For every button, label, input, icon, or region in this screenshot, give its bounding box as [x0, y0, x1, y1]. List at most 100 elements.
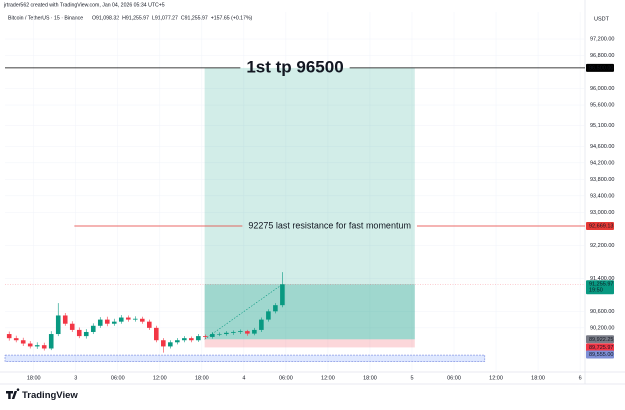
candle-body — [13, 338, 19, 341]
candle-body — [48, 334, 54, 349]
x-tick-label: 12:00 — [321, 375, 335, 381]
candle-body — [154, 327, 159, 341]
y-tick-label: 91,400.00 — [590, 276, 614, 282]
y-tick-label: 96,800.00 — [590, 53, 614, 59]
ohlc-value: O91,098.32 — [92, 15, 119, 21]
symbol: Bitcoin / TetherUS · 15 · Binance — [8, 15, 83, 21]
y-tick-label: 90,600.00 — [590, 309, 614, 315]
candle-body — [189, 338, 194, 341]
candle-body — [273, 305, 278, 312]
trade-path — [204, 284, 283, 340]
x-tick-label: 4 — [242, 375, 245, 381]
candle-body — [168, 342, 173, 347]
candle-body — [27, 343, 33, 347]
x-tick-label: 12:00 — [489, 375, 503, 381]
candle-body — [20, 340, 26, 344]
currency: USDT — [594, 16, 610, 22]
y-tick-label: 93,400.00 — [590, 193, 614, 199]
candle-body — [41, 345, 47, 349]
x-tick-label: 6 — [579, 375, 582, 381]
candle-body — [182, 338, 187, 341]
x-tick-label: 3 — [74, 375, 77, 381]
candle-body — [62, 315, 68, 324]
level-text: 1st tp 96500 — [246, 57, 343, 76]
y-tick-label: 93,000.00 — [590, 210, 614, 216]
stop-zone — [204, 339, 415, 348]
candle-body — [132, 318, 138, 320]
y-tick-label: 90,200.00 — [590, 325, 614, 331]
candle-body — [210, 334, 215, 337]
price-tag-label: 96,500.00 — [589, 65, 613, 71]
ohlc-value: L91,077.27 — [152, 15, 178, 21]
price-tag — [586, 280, 614, 295]
candle-body — [69, 323, 75, 330]
candle-body — [238, 331, 243, 332]
ohlc-value: +157.65 (+0.17%) — [211, 15, 253, 21]
price-tag — [586, 335, 614, 344]
y-tick-label: 92,200.00 — [590, 243, 614, 249]
x-tick-label: 18:00 — [27, 375, 41, 381]
level-text: 92275 last resistance for fast momentum — [248, 220, 411, 230]
candle-body — [280, 284, 285, 306]
price-tag-label: 89,922.25 — [589, 337, 613, 343]
x-tick-label: 06:00 — [111, 375, 125, 381]
y-tick-label: 97,200.00 — [590, 36, 614, 42]
x-tick-label: 12:00 — [153, 375, 167, 381]
price-tag-label: 92,669.13 — [589, 223, 613, 229]
price-tag — [586, 221, 614, 230]
brand: TradingView — [22, 390, 78, 401]
ohlc-value: H91,255.97 — [122, 15, 149, 21]
logo — [6, 388, 20, 399]
candle-body — [161, 340, 166, 347]
candle-body — [55, 315, 61, 335]
candle-body — [104, 319, 110, 324]
price-tag-label: 89,725.97 — [589, 345, 613, 351]
candle-body — [175, 340, 180, 343]
candle-body — [224, 332, 229, 335]
candle-body — [83, 331, 89, 337]
candle-body — [6, 334, 12, 339]
candle-body — [245, 331, 250, 334]
attribution: jrtrader562 created with TradingView.com… — [3, 2, 165, 8]
price-tag-label: 89,555.00 — [589, 352, 613, 358]
candle-body — [217, 334, 222, 335]
candle-body — [139, 318, 145, 322]
y-tick-label: 94,600.00 — [590, 144, 614, 150]
x-tick-label: 18:00 — [531, 375, 545, 381]
candle-body — [266, 311, 271, 320]
candle-body — [97, 319, 103, 326]
candle-body — [252, 329, 257, 334]
candle-body — [76, 329, 82, 337]
x-tick-label: 18:00 — [195, 375, 209, 381]
x-tick-label: 06:00 — [279, 375, 293, 381]
candle-body — [125, 317, 131, 320]
price-tag — [586, 350, 614, 359]
y-tick-label: 94,200.00 — [590, 160, 614, 166]
ohlc-value: C91,255.97 — [181, 15, 208, 21]
y-tick-label: 96,000.00 — [590, 86, 614, 92]
countdown: 19:50 — [589, 288, 603, 294]
x-tick-label: 06:00 — [447, 375, 461, 381]
candle-body — [259, 319, 264, 330]
candle-body — [34, 345, 40, 347]
x-tick-label: 18:00 — [363, 375, 377, 381]
y-tick-label: 95,600.00 — [590, 102, 614, 108]
candle-body — [231, 331, 236, 333]
candle-body — [90, 325, 96, 332]
candle-body — [118, 317, 124, 322]
x-tick-label: 5 — [410, 375, 413, 381]
target-zone — [204, 67, 415, 340]
candle-body — [203, 336, 208, 337]
y-tick-label: 95,100.00 — [590, 123, 614, 129]
candle-body — [111, 321, 117, 324]
y-tick-label: 93,800.00 — [590, 177, 614, 183]
price-tag-label: 91,255.97 — [589, 282, 613, 288]
candle-body — [146, 321, 152, 328]
price-tag — [586, 343, 614, 352]
open-profit-zone — [204, 284, 415, 340]
candle-body — [196, 336, 201, 341]
support-zone — [4, 354, 486, 362]
price-tag — [586, 63, 614, 72]
